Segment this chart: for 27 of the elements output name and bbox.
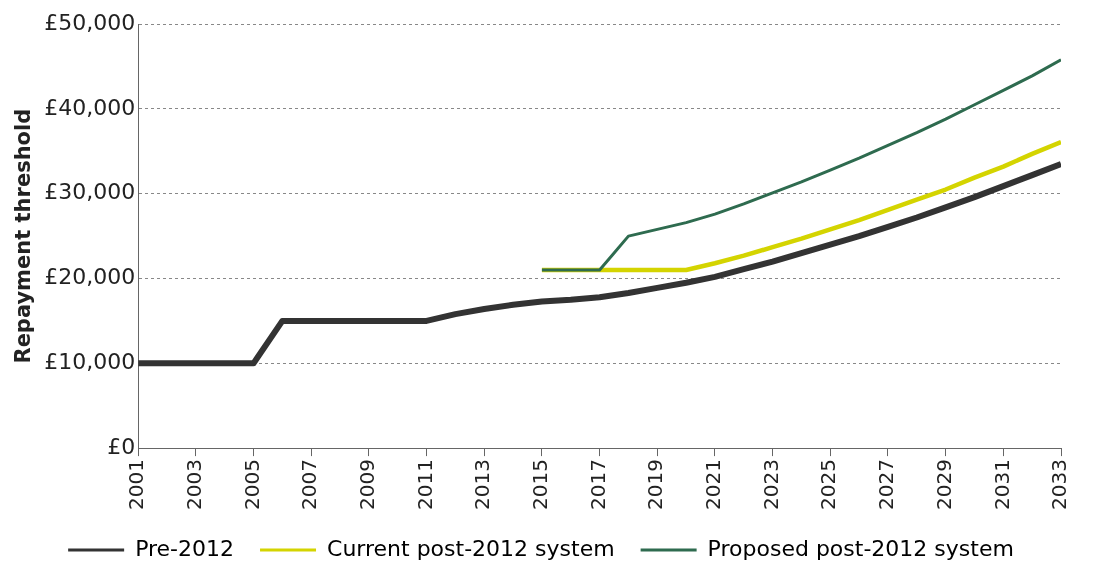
x-tick-label: 2001 [124,459,149,511]
legend-label: Pre-2012 [135,535,235,561]
x-tick-label: 2009 [355,459,380,511]
legend-label: Proposed post-2012 system [707,535,1014,561]
x-tick-label: 2027 [874,459,899,511]
y-tick-label: £0 [107,433,136,459]
x-tick-label: 2011 [412,459,437,511]
x-tick-label: 2023 [758,459,783,511]
x-tick-label: 2019 [643,459,668,511]
y-axis-title: Repayment threshold [11,108,36,364]
legend-label: Current post-2012 system [327,535,615,561]
x-tick-label: 2029 [931,459,956,511]
y-tick-label: £50,000 [44,9,136,35]
x-tick-label: 2005 [239,459,264,511]
x-tick-label: 2015 [528,459,553,511]
x-tick-label: 2003 [182,459,207,511]
x-tick-label: 2021 [701,459,726,511]
y-tick-label: £40,000 [44,94,136,120]
x-tick-label: 2007 [297,459,322,511]
x-tick-label: 2025 [816,459,841,511]
y-tick-label: £30,000 [44,179,136,205]
y-tick-label: £10,000 [44,349,136,375]
x-tick-label: 2033 [1047,459,1072,511]
x-tick-label: 2013 [470,459,495,511]
x-tick-label: 2017 [585,459,610,511]
x-tick-label: 2031 [989,459,1014,511]
y-tick-label: £20,000 [44,264,136,290]
